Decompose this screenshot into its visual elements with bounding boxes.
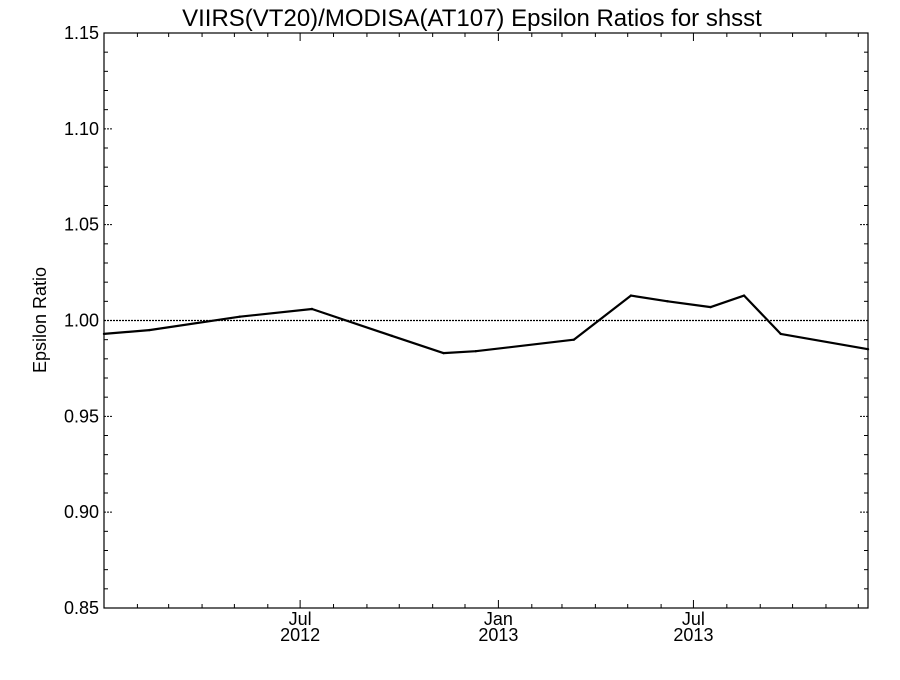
chart-title: VIIRS(VT20)/MODISA(AT107) Epsilon Ratios…	[182, 5, 762, 32]
x-tick-label-month: Jul	[682, 609, 705, 629]
data-point	[866, 348, 870, 351]
series-group	[102, 294, 870, 355]
y-axis-label: Epsilon Ratio	[30, 267, 50, 373]
y-tick-label: 1.00	[64, 311, 99, 331]
data-point	[742, 294, 746, 297]
data-point	[102, 332, 106, 336]
data-point	[779, 332, 782, 336]
data-point	[148, 328, 151, 332]
y-tick-label: 1.15	[64, 23, 99, 43]
y-tick-label: 0.85	[64, 598, 99, 618]
data-point	[390, 334, 393, 338]
x-tick-label-year: 2012	[280, 625, 320, 645]
x-tick-label-year: 2013	[478, 625, 518, 645]
y-tick-label: 1.10	[64, 119, 99, 139]
y-tick-label: 1.05	[64, 215, 99, 235]
x-tick-label-year: 2013	[673, 625, 713, 645]
y-tick-label: 0.95	[64, 406, 99, 426]
data-point	[572, 338, 576, 341]
data-point	[474, 349, 477, 353]
data-point	[238, 315, 241, 318]
series-line	[103, 294, 869, 355]
data-point	[310, 307, 314, 311]
x-tick-label-month: Jul	[289, 609, 312, 629]
data-point	[629, 294, 633, 297]
data-point	[442, 351, 445, 355]
y-tick-label: 0.90	[64, 502, 99, 522]
data-point	[709, 305, 712, 309]
x-tick-label-month: Jan	[484, 609, 513, 629]
y-ticks: 0.85 0.90 0.95 1.00 1.05 1.10 1.15	[64, 23, 868, 618]
data-point	[666, 300, 669, 303]
